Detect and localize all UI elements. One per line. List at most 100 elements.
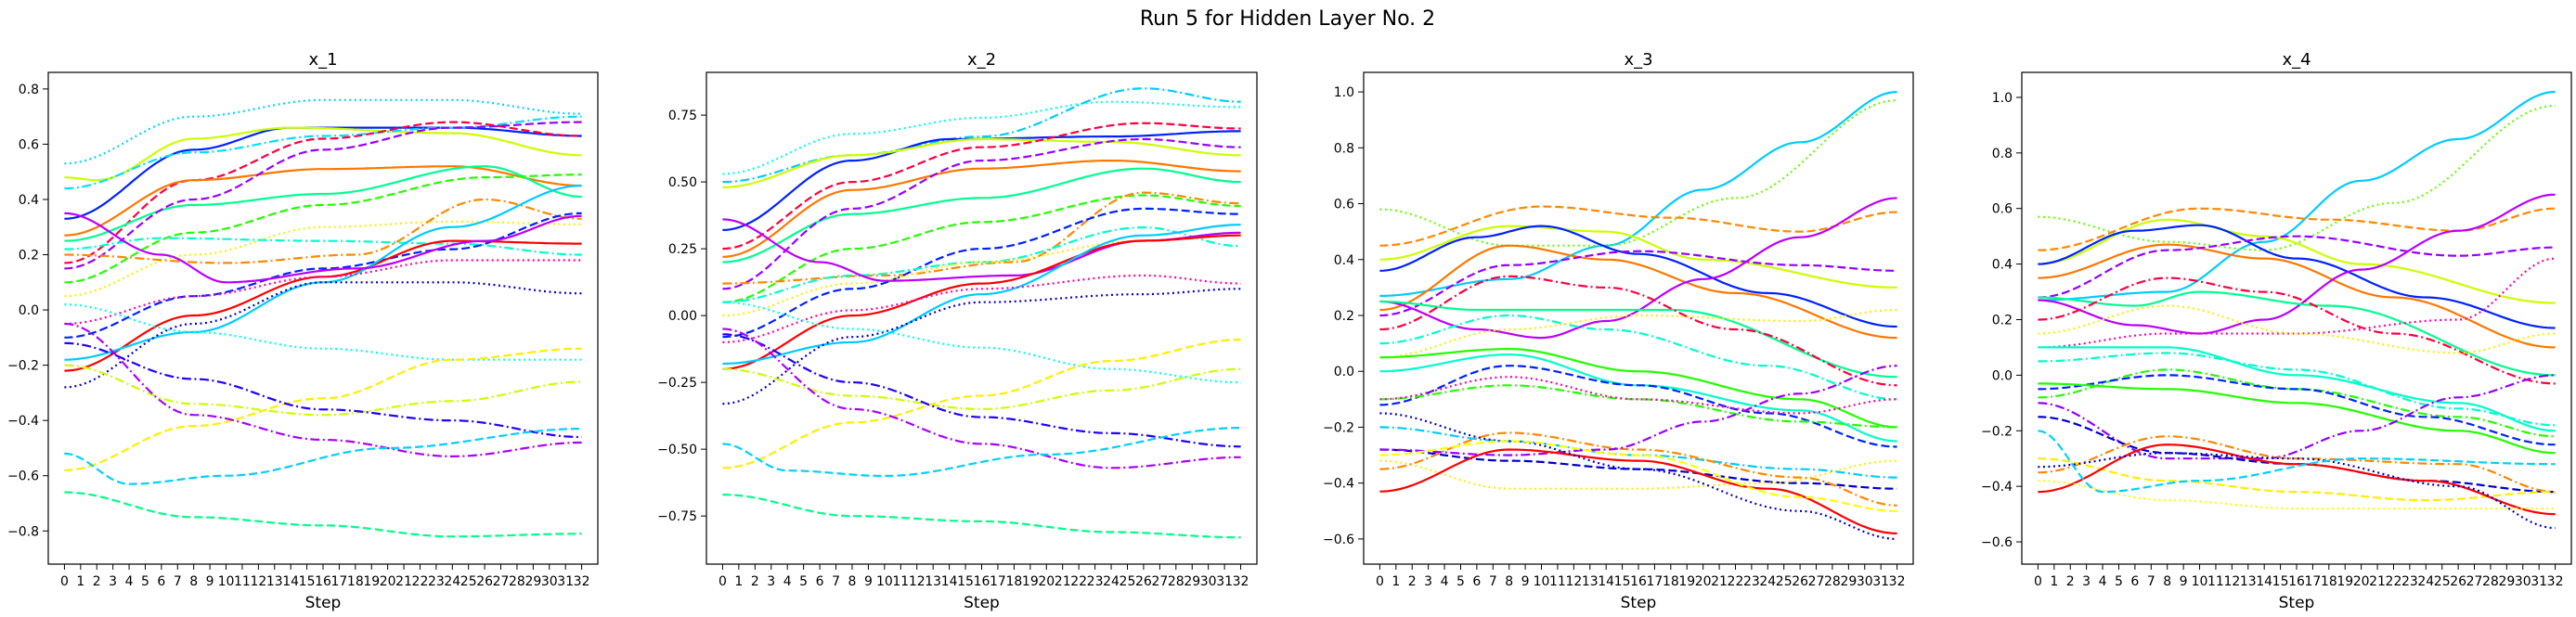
y-tick-label: 0.6 [1992,202,2013,217]
x-tick-label: 26 [2450,574,2466,589]
chart-title: x_4 [2282,50,2311,70]
x-tick-label: 0 [1376,574,1384,589]
y-tick-label: −0.75 [657,509,697,524]
x-tick-label: 8 [1505,574,1513,589]
series-line-22 [1379,365,1897,456]
series-line-21 [64,347,582,471]
x-tick-label: 14 [1598,574,1614,589]
series-line-17 [2038,382,2556,455]
series-line-2 [1379,99,1897,247]
x-tick-label: 6 [1472,574,1481,589]
x-tick-label: 30 [1857,574,1873,589]
series-line-7 [722,167,1241,264]
x-tick-label: 14 [282,574,299,589]
x-tick-label: 19 [1678,574,1695,589]
x-tick-label: 0 [2034,574,2042,589]
series-line-21 [2038,457,2556,502]
x-tick-label: 12 [909,574,926,589]
series-line-9 [722,194,1241,303]
series-line-11 [64,237,582,256]
series-line-8 [64,121,582,270]
x-tick-label: 18 [1663,574,1679,589]
series-line-1 [64,98,582,165]
x-tick-label: 13 [1582,574,1599,589]
series-line-13 [2038,346,2556,432]
x-tick-label: 32 [574,574,590,589]
y-tick-label: 0.4 [1334,253,1354,268]
x-tick-label: 19 [1022,574,1039,589]
series-line-9 [1379,300,1897,379]
series-line-6 [64,165,582,237]
x-tick-label: 6 [816,574,824,589]
y-tick-label: 0.2 [1992,313,2013,328]
x-tick-label: 15 [957,574,974,589]
x-tick-label: 11 [2207,574,2224,589]
y-tick-label: 0.2 [19,249,39,264]
series-line-25 [1379,440,1897,512]
x-tick-label: 31 [2531,574,2547,589]
series-line-23 [722,328,1241,469]
series-line-5 [1379,225,1897,328]
y-tick-label: 0.75 [668,109,697,123]
series-line-1 [2038,90,2556,302]
series-line-24 [2038,480,2556,510]
chart-panel-1: 0 1 2 3 4 5 6 7 8 9 10 11 12 13 14 15 16 17 18 19 20 21 22 23 24… [7,50,599,612]
y-tick-label: −0.6 [7,469,39,484]
y-tick-label: −0.2 [7,359,39,374]
x-tick-label: 21 [395,574,412,589]
x-tick-label: 4 [125,574,134,589]
x-tick-label: 27 [1808,574,1825,589]
x-tick-label: 5 [141,574,149,589]
series-line-6 [2038,243,2556,349]
series-line-8 [2038,193,2556,335]
y-tick-label: 0.4 [19,193,39,208]
x-tick-label: 24 [2417,574,2434,589]
x-tick-label: 11 [892,574,909,589]
plot-frame [705,71,1258,565]
x-tick-label: 29 [1184,574,1200,589]
series-line-3 [1379,205,1897,247]
y-tick-label: −0.4 [1323,477,1354,492]
series-line-10 [1379,275,1897,387]
x-tick-label: 6 [157,574,165,589]
x-tick-label: 8 [2163,574,2171,589]
series-line-23 [64,322,582,458]
x-tick-label: 18 [347,574,364,589]
y-tick-label: −0.4 [1981,480,2013,495]
series-line-23 [2038,452,2556,530]
x-tick-label: 4 [783,574,792,589]
x-tick-label: 5 [2115,574,2123,589]
x-tick-label: 32 [1889,574,1906,589]
series-line-24 [64,428,582,485]
x-tick-label: 31 [1872,574,1889,589]
x-tick-label: 30 [541,574,558,589]
series-line-17 [722,274,1241,343]
x-tick-label: 30 [2515,574,2531,589]
x-tick-label: 27 [2466,574,2483,589]
series-line-7 [2038,235,2556,299]
series-line-11 [722,207,1241,339]
series-line-21 [722,338,1241,469]
y-tick-label: 0.50 [668,175,697,190]
x-tick-label: 28 [2482,574,2499,589]
series-line-14 [2038,352,2556,427]
chart-title: x_2 [967,50,996,70]
x-tick-label: 20 [1695,574,1712,589]
x-tick-label: 14 [2256,574,2272,589]
series-line-7 [64,165,582,242]
y-tick-label: 0.8 [1992,147,2013,161]
series-line-15 [64,185,582,361]
x-tick-label: 26 [1792,574,1808,589]
y-tick-label: 0.0 [1992,368,2013,383]
y-tick-label: 0.8 [1334,141,1354,156]
x-axis-label: Step [1621,594,1657,612]
series-line-12 [1379,308,1897,359]
x-tick-label: 19 [363,574,380,589]
x-tick-label: 6 [2130,574,2139,589]
x-tick-label: 7 [832,574,840,589]
x-tick-label: 25 [1776,574,1793,589]
x-tick-label: 17 [330,574,347,589]
x-tick-label: 29 [1840,574,1857,589]
x-tick-label: 4 [2099,574,2107,589]
